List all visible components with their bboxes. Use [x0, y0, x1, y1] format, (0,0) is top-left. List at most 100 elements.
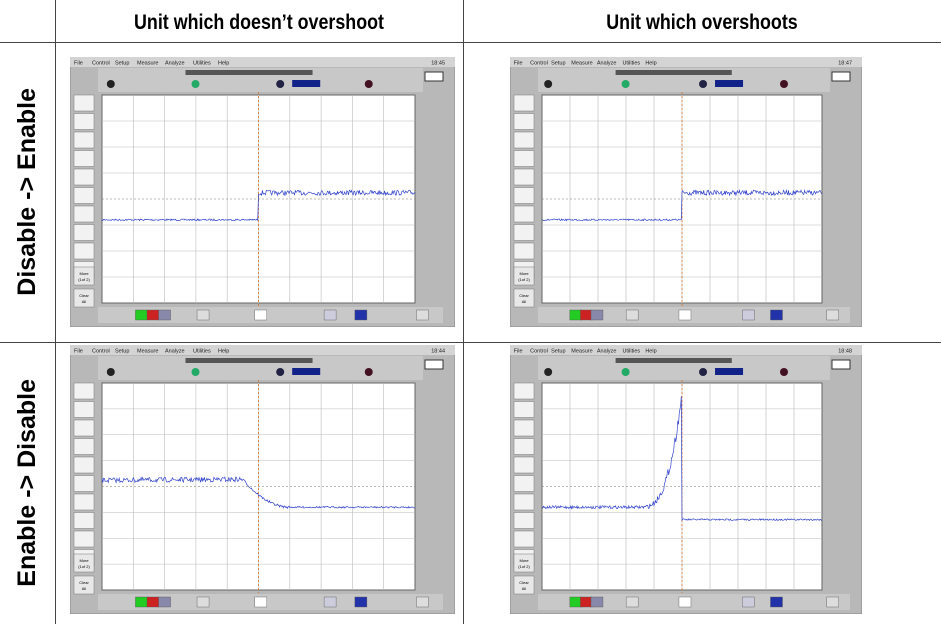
side-button — [74, 132, 94, 148]
channel-scale — [715, 80, 743, 87]
menu-item: Control — [530, 349, 548, 355]
scope-icon — [832, 360, 850, 369]
side-button — [74, 289, 94, 307]
channel-button — [622, 80, 630, 88]
control-button — [197, 597, 209, 607]
control-button — [570, 310, 582, 320]
control-button — [324, 310, 336, 320]
menu-item: Analyze — [165, 61, 185, 67]
side-button — [74, 531, 94, 547]
control-button — [742, 597, 754, 607]
channel-button — [365, 80, 373, 88]
clock: 18:47 — [838, 61, 852, 67]
menu-item: File — [74, 349, 83, 355]
clock: 18:44 — [431, 349, 445, 355]
channel-button — [544, 80, 552, 88]
control-button — [197, 310, 209, 320]
side-button — [74, 476, 94, 492]
button-label: All — [82, 586, 87, 591]
control-button — [770, 310, 782, 320]
channel-button — [276, 368, 284, 376]
side-button — [74, 513, 94, 529]
control-button — [570, 597, 582, 607]
control-button — [159, 597, 171, 607]
side-button — [514, 576, 534, 594]
page: Unit which doesn’t overshoot Unit which … — [0, 0, 941, 624]
timebase-bar — [186, 358, 313, 363]
divider — [463, 0, 464, 624]
side-button — [514, 476, 534, 492]
side-button — [74, 267, 94, 285]
side-button — [514, 383, 534, 399]
menu-item: Utilities — [622, 349, 640, 355]
channel-button — [699, 368, 707, 376]
side-button — [74, 576, 94, 594]
scope-icon — [425, 72, 443, 81]
menu-item: Analyze — [597, 349, 617, 355]
menu-item: Setup — [115, 61, 129, 67]
side-button — [514, 225, 534, 241]
control-button — [580, 597, 592, 607]
channel-scale — [292, 368, 320, 375]
side-button — [514, 132, 534, 148]
menu-item: File — [514, 61, 523, 67]
divider — [0, 342, 941, 343]
button-label: Clear — [519, 580, 529, 585]
control-button — [159, 310, 171, 320]
clock: 18:48 — [838, 349, 852, 355]
side-button — [514, 531, 534, 547]
menu-item: File — [514, 349, 523, 355]
side-button — [74, 383, 94, 399]
control-button — [580, 310, 592, 320]
scope-icon — [425, 360, 443, 369]
side-button — [74, 114, 94, 130]
menu-item: File — [74, 61, 83, 67]
side-button — [514, 188, 534, 204]
side-button — [514, 206, 534, 222]
control-button — [135, 310, 147, 320]
side-button — [514, 494, 534, 510]
side-button — [74, 225, 94, 241]
column-header: Unit which doesn’t overshoot — [86, 0, 433, 42]
side-button — [514, 151, 534, 167]
control-button — [626, 597, 638, 607]
button-label: Clear — [79, 293, 89, 298]
scope-icon — [832, 72, 850, 81]
menu-item: Help — [218, 61, 229, 67]
side-button — [74, 554, 94, 572]
side-button — [514, 169, 534, 185]
side-button — [514, 95, 534, 111]
side-button — [74, 439, 94, 455]
side-button — [74, 457, 94, 473]
side-button — [74, 420, 94, 436]
control-button — [255, 597, 267, 607]
button-label: All — [522, 299, 527, 304]
side-button — [514, 267, 534, 285]
menu-item: Utilities — [622, 61, 640, 67]
button-label: (1of 2) — [518, 277, 530, 282]
menu-item: Utilities — [193, 349, 211, 355]
control-button — [324, 597, 336, 607]
control-button — [626, 310, 638, 320]
clock: 18:45 — [431, 61, 445, 67]
side-button — [74, 243, 94, 259]
channel-button — [192, 368, 200, 376]
control-button — [827, 597, 839, 607]
divider — [55, 0, 56, 624]
divider — [0, 42, 941, 43]
control-button — [417, 310, 429, 320]
menu-item: Help — [645, 61, 656, 67]
button-label: (1of 2) — [518, 564, 530, 569]
side-button — [74, 151, 94, 167]
side-button — [514, 289, 534, 307]
timebase-bar — [186, 70, 313, 75]
menu-item: Control — [530, 61, 548, 67]
menu-item: Setup — [115, 349, 129, 355]
control-button — [770, 597, 782, 607]
side-button — [74, 206, 94, 222]
side-button — [74, 188, 94, 204]
channel-scale — [292, 80, 320, 87]
button-label: (1of 2) — [78, 564, 90, 569]
